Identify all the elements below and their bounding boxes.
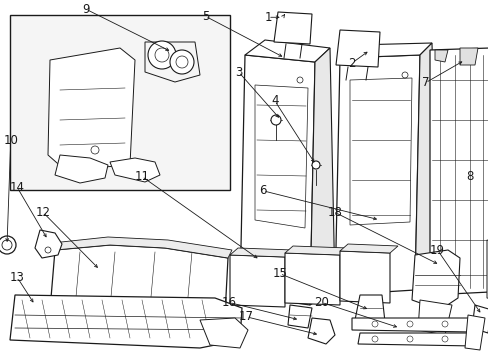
Polygon shape	[200, 318, 247, 348]
Polygon shape	[335, 30, 379, 67]
Polygon shape	[10, 295, 242, 348]
Polygon shape	[486, 240, 488, 300]
Bar	[10, 15, 229, 190]
Polygon shape	[52, 237, 231, 258]
Circle shape	[148, 41, 176, 69]
Text: 15: 15	[272, 267, 286, 280]
Text: 19: 19	[429, 244, 444, 257]
Polygon shape	[50, 245, 227, 320]
Polygon shape	[229, 255, 285, 307]
Polygon shape	[414, 43, 437, 290]
Polygon shape	[110, 158, 160, 182]
Polygon shape	[309, 48, 334, 305]
Polygon shape	[229, 248, 292, 257]
Polygon shape	[339, 43, 431, 58]
Text: 14: 14	[10, 181, 24, 194]
Polygon shape	[55, 155, 108, 183]
Polygon shape	[35, 230, 62, 258]
Circle shape	[311, 161, 319, 169]
Polygon shape	[459, 48, 477, 65]
Text: 5: 5	[201, 10, 209, 23]
Text: 20: 20	[314, 296, 328, 309]
Polygon shape	[357, 333, 477, 346]
Text: 16: 16	[221, 296, 236, 309]
Polygon shape	[334, 55, 419, 295]
Polygon shape	[417, 300, 451, 335]
Text: 9: 9	[81, 3, 89, 15]
Circle shape	[270, 115, 281, 125]
Polygon shape	[429, 48, 488, 295]
Polygon shape	[339, 244, 397, 253]
Polygon shape	[240, 55, 314, 305]
Polygon shape	[307, 318, 334, 344]
Text: 2: 2	[347, 57, 355, 69]
Text: 11: 11	[134, 170, 149, 183]
Polygon shape	[287, 305, 311, 328]
Text: 18: 18	[327, 206, 342, 219]
Polygon shape	[471, 305, 488, 333]
Polygon shape	[351, 318, 475, 332]
Polygon shape	[354, 295, 384, 328]
Circle shape	[170, 50, 194, 74]
Polygon shape	[434, 50, 447, 62]
Text: 4: 4	[270, 94, 278, 107]
Circle shape	[0, 236, 16, 254]
Polygon shape	[273, 12, 311, 44]
Text: 10: 10	[3, 134, 18, 147]
Polygon shape	[48, 48, 135, 170]
Polygon shape	[244, 40, 329, 62]
Text: 6: 6	[259, 184, 266, 197]
Text: 1: 1	[264, 11, 271, 24]
Polygon shape	[339, 251, 389, 303]
Text: 13: 13	[10, 271, 24, 284]
Text: 12: 12	[36, 206, 50, 219]
Text: 17: 17	[239, 310, 253, 323]
Text: 7: 7	[421, 76, 428, 89]
Polygon shape	[285, 246, 347, 255]
Polygon shape	[285, 253, 339, 305]
Text: 3: 3	[234, 66, 242, 78]
Polygon shape	[411, 250, 459, 310]
Polygon shape	[464, 315, 484, 350]
Text: 8: 8	[465, 170, 472, 183]
